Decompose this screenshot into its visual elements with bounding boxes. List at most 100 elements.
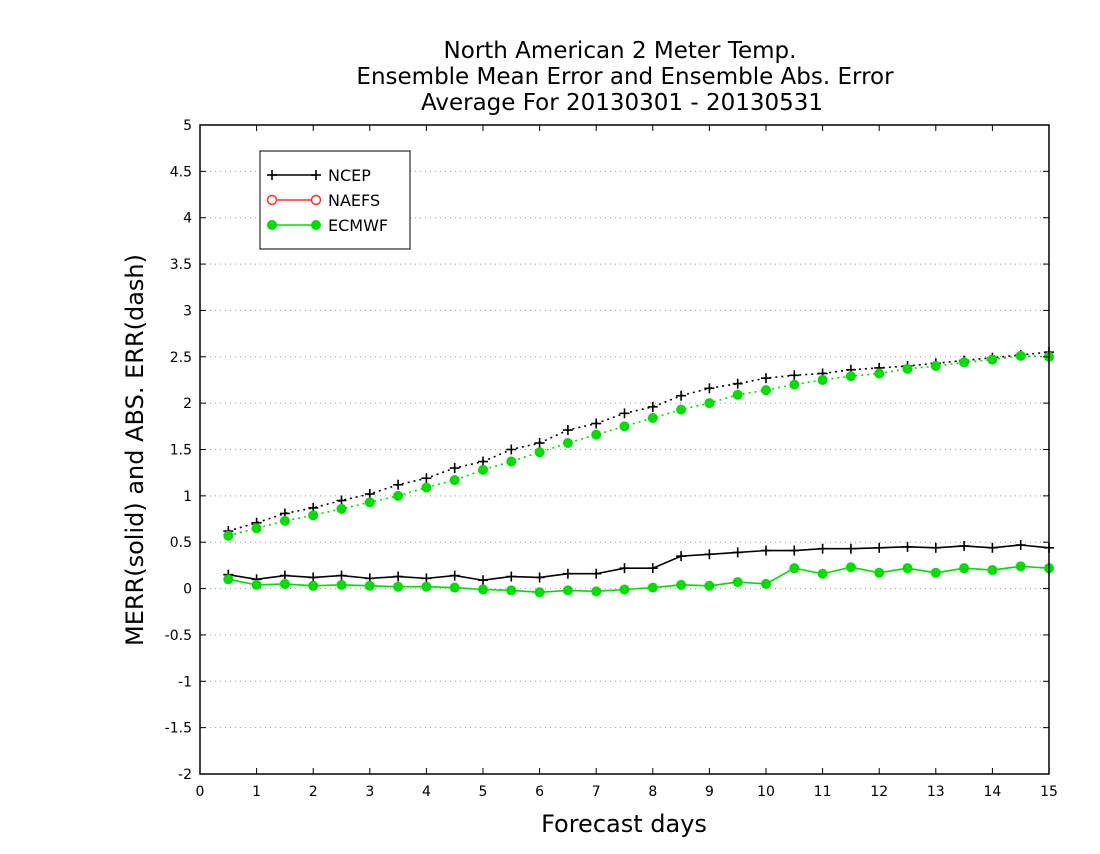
data-point <box>959 540 970 551</box>
data-point <box>732 389 743 400</box>
data-point <box>761 545 771 556</box>
data-point <box>421 473 432 484</box>
data-point <box>449 582 460 593</box>
y-tick-label: -1 <box>178 674 192 690</box>
data-point <box>732 378 743 389</box>
data-point <box>619 563 630 574</box>
data-point <box>987 565 998 576</box>
data-point <box>449 463 460 474</box>
data-point <box>817 568 828 579</box>
data-point <box>336 503 347 514</box>
y-tick-label: 4.5 <box>170 164 192 180</box>
data-point <box>478 575 488 586</box>
data-point <box>704 549 715 560</box>
x-tick-label: 15 <box>1040 784 1058 800</box>
legend-marker <box>311 220 321 230</box>
data-point <box>534 572 545 583</box>
x-tick-label: 9 <box>705 784 714 800</box>
data-point <box>1015 561 1026 572</box>
data-point <box>817 374 828 385</box>
data-point <box>789 563 800 574</box>
data-point <box>279 570 290 581</box>
y-tick-label: 3 <box>183 303 192 319</box>
y-tick-label: -2 <box>178 767 192 783</box>
data-point <box>421 573 432 584</box>
data-point <box>647 401 658 412</box>
legend-label: NCEP <box>328 166 371 185</box>
data-point <box>761 385 771 396</box>
series-ecmwf-abs-err <box>223 350 1054 541</box>
data-point <box>845 562 856 573</box>
data-point <box>1015 539 1026 550</box>
legend-entry-ecmwf: ECMWF <box>267 216 388 235</box>
data-point <box>930 567 941 578</box>
data-point <box>562 425 573 436</box>
data-point <box>364 580 375 591</box>
data-point <box>647 563 658 574</box>
chart-title-line-2: Ensemble Mean Error and Ensemble Abs. Er… <box>356 64 894 90</box>
data-point <box>676 551 687 562</box>
data-point <box>732 547 743 558</box>
data-point <box>619 584 630 595</box>
y-tick-label: -1.5 <box>165 721 192 737</box>
x-tick-label: 8 <box>648 784 657 800</box>
data-point <box>845 543 856 554</box>
data-point <box>789 379 800 390</box>
data-point <box>393 490 404 501</box>
x-tick-label: 2 <box>309 784 318 800</box>
data-point <box>874 542 885 553</box>
data-point <box>591 568 602 579</box>
data-point <box>902 563 913 574</box>
data-point <box>591 418 602 429</box>
data-point <box>421 581 432 592</box>
data-point <box>591 586 602 597</box>
data-point <box>987 354 998 365</box>
legend-marker <box>311 170 321 180</box>
legend-label: ECMWF <box>328 216 388 235</box>
series-line <box>228 351 1050 532</box>
y-tick-label: 1.5 <box>170 443 192 459</box>
legend-marker <box>267 220 277 230</box>
legend-entry-ncep: NCEP <box>267 166 371 185</box>
data-point <box>902 363 913 374</box>
chart-title-line-3: Average For 20130301 - 20130531 <box>421 90 823 116</box>
series-line <box>228 355 1050 537</box>
data-point <box>478 456 488 467</box>
data-point <box>817 543 828 554</box>
y-tick-label: 4 <box>183 211 192 227</box>
x-tick-label: 6 <box>535 784 544 800</box>
x-axis-label: Forecast days <box>541 810 707 838</box>
data-point <box>534 438 545 449</box>
data-point <box>562 568 573 579</box>
data-point <box>647 412 658 423</box>
data-point <box>478 464 488 475</box>
grid-layer <box>200 170 1049 729</box>
x-tick-label: 12 <box>870 784 888 800</box>
data-point <box>308 580 319 591</box>
data-point <box>279 578 290 589</box>
series-layer <box>223 347 1054 598</box>
data-point <box>902 541 913 552</box>
data-point <box>874 567 885 578</box>
data-point <box>251 523 262 534</box>
series-ecmwf-merr <box>223 561 1054 598</box>
data-point <box>449 475 460 486</box>
data-point <box>506 585 517 596</box>
y-tick-label: 0.5 <box>170 535 192 551</box>
data-point <box>223 530 234 541</box>
data-point <box>364 497 375 508</box>
y-tick-label: -0.5 <box>165 628 192 644</box>
data-point <box>534 587 545 598</box>
x-tick-label: 11 <box>814 784 832 800</box>
x-tick-label: 7 <box>592 784 601 800</box>
data-point <box>676 404 687 415</box>
data-point <box>336 579 347 590</box>
x-tick-label: 14 <box>983 784 1001 800</box>
y-tick-label: 2.5 <box>170 350 192 366</box>
data-point <box>761 578 771 589</box>
data-point <box>393 581 404 592</box>
y-axis-label: MERR(solid) and ABS. ERR(dash) <box>121 254 149 646</box>
data-point <box>534 447 545 458</box>
